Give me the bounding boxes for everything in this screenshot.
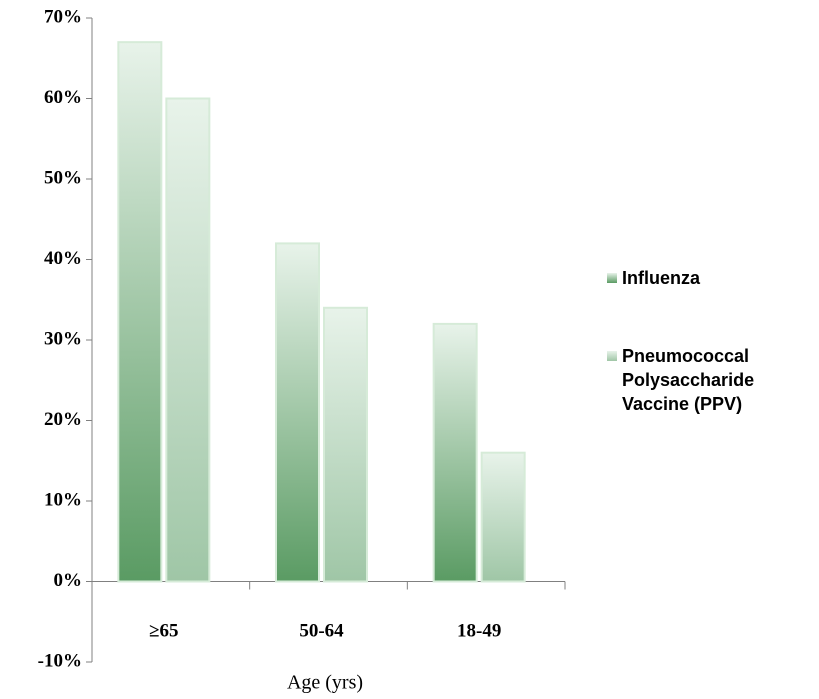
y-tick-label: 50% (44, 167, 82, 188)
bar (117, 41, 163, 583)
y-tick-label: 20% (44, 409, 82, 430)
y-tick-label: 0% (54, 570, 83, 591)
bar (165, 97, 211, 583)
bar (275, 242, 320, 583)
legend-label: Influenza (622, 268, 701, 288)
x-tick-label: ≥65 (149, 620, 178, 641)
bar (323, 306, 368, 583)
legend-swatch (607, 351, 617, 361)
legend-swatch (607, 273, 617, 283)
y-tick-label: 70% (44, 6, 82, 27)
y-tick-label: 30% (44, 328, 82, 349)
y-tick-label: 40% (44, 248, 82, 269)
legend: Influenza Pneumococcal Polysaccharide Vac… (604, 266, 816, 470)
x-tick-label: 18-49 (457, 620, 501, 641)
bar (432, 322, 478, 583)
y-tick-label: 60% (44, 87, 82, 108)
x-tick-label: 50-64 (299, 620, 344, 641)
legend-item: Pneumococcal Polysaccharide Vaccine (PPV… (604, 344, 816, 416)
legend-label: Pneumococcal Polysaccharide Vaccine (PPV… (622, 346, 755, 414)
x-axis-label: Age (yrs) (287, 672, 363, 694)
bar (480, 451, 526, 583)
y-tick-label: -10% (38, 650, 82, 671)
legend-item: Influenza (604, 266, 816, 290)
y-tick-label: 10% (44, 489, 82, 510)
